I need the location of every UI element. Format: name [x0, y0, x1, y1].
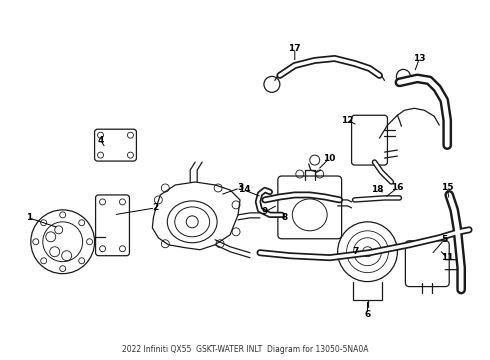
- Text: 14: 14: [238, 185, 250, 194]
- Text: 13: 13: [413, 54, 426, 63]
- Text: 5: 5: [441, 235, 447, 244]
- Text: 11: 11: [441, 253, 453, 262]
- Text: 2: 2: [152, 203, 158, 212]
- Text: 3: 3: [237, 184, 243, 193]
- Text: 9: 9: [262, 207, 268, 216]
- Text: 1: 1: [25, 213, 32, 222]
- Text: 17: 17: [289, 44, 301, 53]
- Text: 12: 12: [342, 116, 354, 125]
- Text: 7: 7: [352, 247, 359, 256]
- Text: 15: 15: [441, 184, 453, 193]
- Text: 10: 10: [323, 154, 336, 163]
- Text: 6: 6: [365, 310, 370, 319]
- Text: 8: 8: [282, 213, 288, 222]
- Text: 2022 Infiniti QX55  GSKT-WATER INLT  Diagram for 13050-5NA0A: 2022 Infiniti QX55 GSKT-WATER INLT Diagr…: [122, 345, 368, 354]
- Text: 18: 18: [371, 185, 384, 194]
- Text: 16: 16: [391, 184, 404, 193]
- Text: 4: 4: [98, 136, 104, 145]
